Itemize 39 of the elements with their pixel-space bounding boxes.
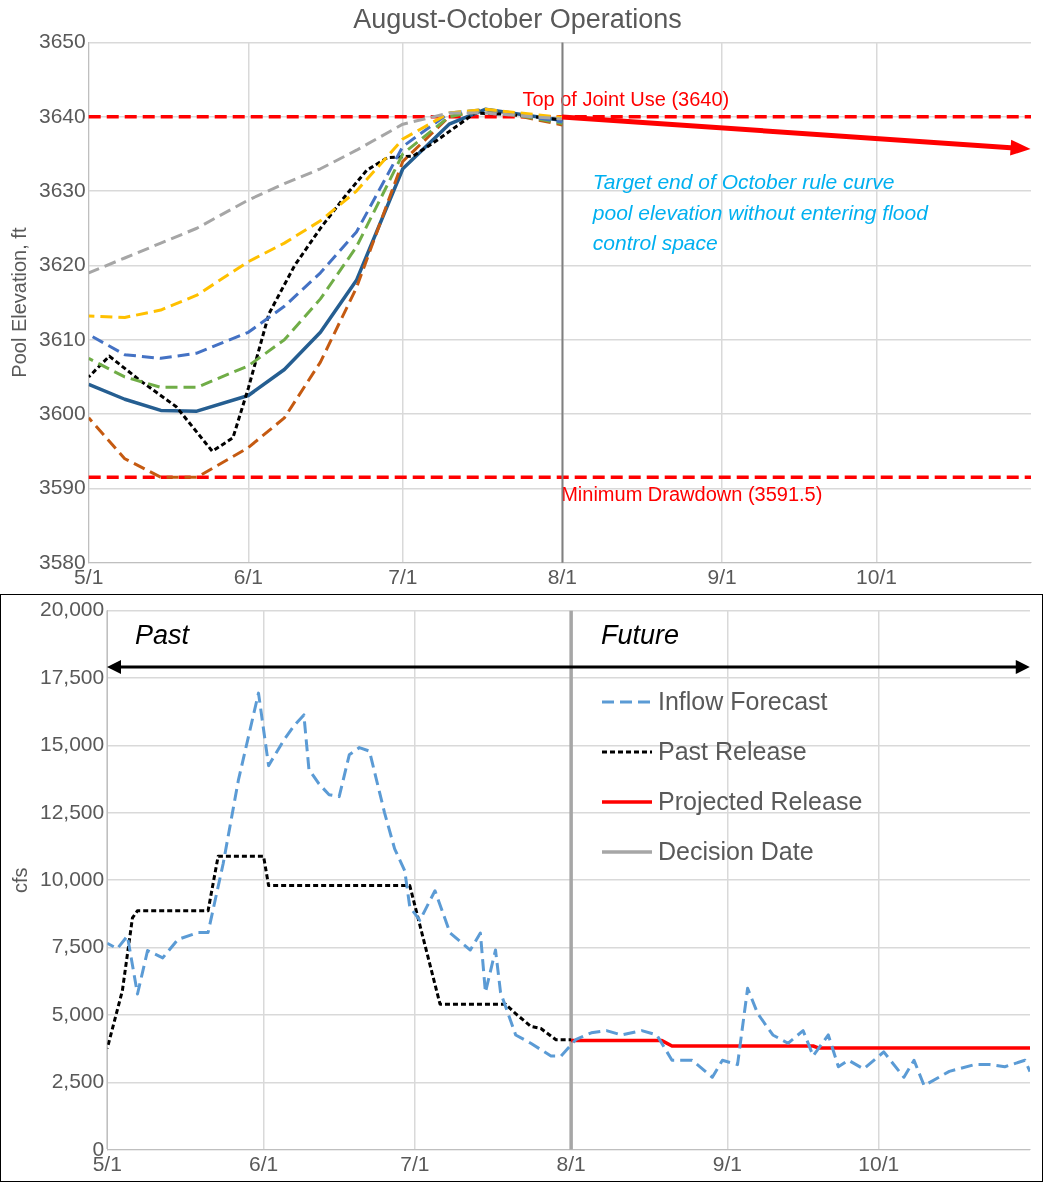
ref-line-label: Minimum Drawdown (3591.5) <box>561 482 823 505</box>
line-series <box>88 111 564 275</box>
annotation: Past <box>134 619 191 652</box>
legend-label: Decision Date <box>658 837 814 867</box>
y-tick-label: 15,000 <box>40 732 105 756</box>
y-tick-label: 7,500 <box>51 934 105 958</box>
legend-label: Inflow Forecast <box>658 687 828 717</box>
y-tick-label: 10,000 <box>40 867 105 890</box>
y-tick-label: 12,500 <box>40 799 105 823</box>
x-tick-label: 9/1 <box>712 1152 743 1176</box>
y-tick-label: 3650 <box>39 29 86 53</box>
line-series <box>107 691 1030 1088</box>
y-tick-label: 3600 <box>39 400 86 424</box>
chart-title: August-October Operations <box>353 3 682 34</box>
x-tick-label: 7/1 <box>400 1152 430 1176</box>
annotation: Future <box>600 619 680 652</box>
y-axis-title: Pool Elevation, ft <box>7 227 30 378</box>
y-tick-label: 2,500 <box>51 1069 105 1093</box>
x-tick-label: 9/1 <box>707 565 737 589</box>
y-tick-label: 3630 <box>39 177 86 201</box>
x-tick-label: 7/1 <box>388 565 418 589</box>
x-tick-label: 6/1 <box>248 1152 279 1176</box>
y-tick-label: 3620 <box>39 252 86 276</box>
annotation: Target end of October rule curve pool elevation without entering flood control space <box>592 169 930 257</box>
x-tick-label: 10/1 <box>856 565 897 589</box>
x-tick-label: 6/1 <box>233 565 263 589</box>
y-tick-label: 3610 <box>39 326 86 350</box>
y-tick-label: 17,500 <box>40 664 105 688</box>
x-tick-label: 10/1 <box>858 1152 900 1176</box>
y-tick-label: 3640 <box>39 103 86 127</box>
legend-label: Past Release <box>658 737 807 767</box>
x-tick-label: 8/1 <box>547 565 578 589</box>
y-tick-label: 3590 <box>39 475 86 499</box>
x-tick-label: 8/1 <box>556 1152 586 1176</box>
line-series <box>107 854 573 1050</box>
y-tick-label: 5,000 <box>51 1001 105 1025</box>
y-axis-title: cfs <box>8 867 31 893</box>
legend-label: Projected Release <box>658 787 863 817</box>
y-tick-label: 20,000 <box>40 597 105 621</box>
